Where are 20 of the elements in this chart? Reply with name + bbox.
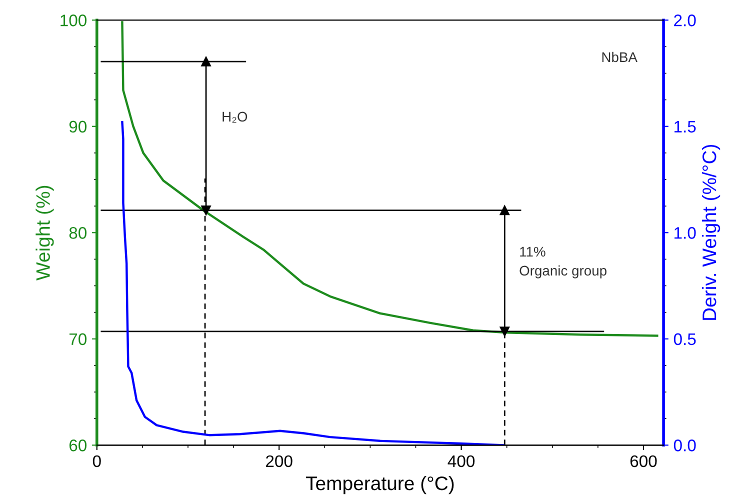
x-axis-title: Temperature (°C)	[306, 476, 454, 494]
x-tick-label: 200	[266, 455, 292, 468]
y-tick-label: 100	[60, 14, 87, 26]
annotation: NbBA	[602, 52, 638, 62]
x-tick-label: 400	[448, 455, 475, 468]
y2-axis-title: Deriv. Weight (%/°C)	[702, 144, 720, 320]
y2-tick-label: 0.0	[674, 440, 696, 452]
y-tick-label: 80	[69, 227, 87, 239]
x-tick-label: 600	[630, 455, 657, 468]
y-tick-label: 70	[69, 333, 87, 346]
y-tick-label: 60	[69, 440, 87, 452]
y2-tick-label: 2.0	[674, 14, 696, 26]
x-tick-label: 0	[92, 455, 101, 468]
y-tick-label: 90	[69, 120, 87, 133]
y2-tick-label: 0.5	[674, 333, 696, 346]
y-axis-title: Weight (%)	[36, 186, 54, 280]
annotation: H₂O	[222, 112, 248, 123]
y2-tick-label: 1.0	[674, 227, 696, 239]
y2-tick-label: 1.5	[674, 120, 696, 133]
annotation: 11% Organic group	[520, 246, 606, 278]
